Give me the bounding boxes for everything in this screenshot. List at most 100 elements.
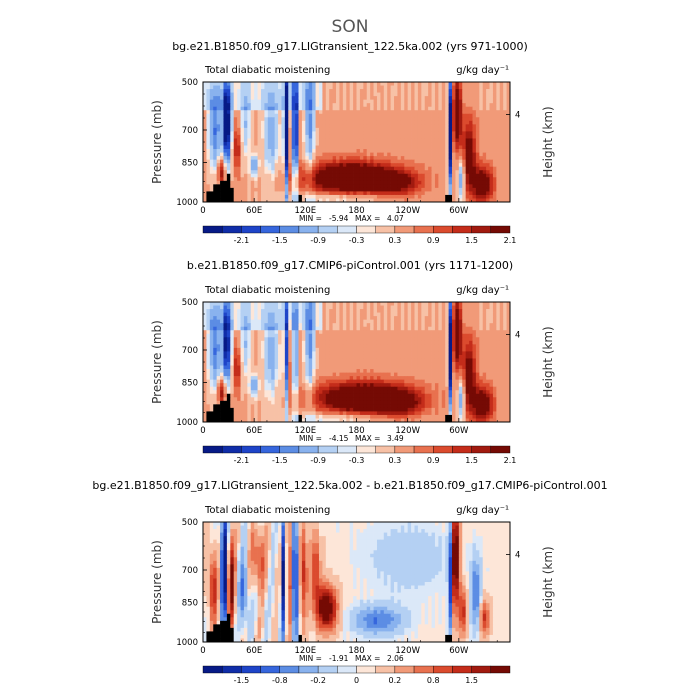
heatmap-cell — [243, 340, 248, 345]
heatmap-cell — [434, 99, 439, 104]
heatmap-cell — [499, 82, 504, 86]
heatmap-cell — [278, 180, 282, 185]
heatmap-cell — [240, 145, 245, 150]
heatmap-cell — [506, 82, 511, 86]
heatmap-cell — [452, 330, 456, 335]
heatmap-cell — [376, 365, 381, 370]
heatmap-cell — [243, 170, 248, 175]
heatmap-cell — [284, 156, 289, 160]
heatmap-cell — [312, 326, 316, 331]
heatmap-cell — [342, 302, 347, 306]
heatmap-cell — [329, 191, 333, 196]
heatmap-cell — [243, 180, 248, 185]
heatmap-cell — [445, 166, 449, 171]
heatmap-cell — [257, 333, 262, 338]
heatmap-cell — [243, 142, 248, 146]
heatmap-cell — [288, 333, 293, 338]
heatmap-cell — [274, 347, 279, 352]
heatmap-cell — [291, 184, 296, 189]
heatmap-cell — [441, 347, 446, 352]
heatmap-cell — [257, 372, 262, 377]
heatmap-cell — [475, 138, 480, 143]
heatmap-cell — [441, 194, 446, 199]
x-tick-label: 180 — [348, 206, 364, 216]
heatmap-cell — [336, 177, 340, 182]
heatmap-cell — [455, 305, 460, 310]
heatmap-cell — [332, 113, 337, 118]
heatmap-cell — [404, 340, 409, 345]
heatmap-cell — [264, 302, 269, 306]
heatmap-cell — [274, 369, 279, 373]
heatmap-cell — [452, 152, 456, 157]
heatmap-cell — [274, 365, 279, 370]
heatmap-cell — [264, 120, 269, 125]
heatmap-cell — [390, 323, 395, 328]
heatmap-cell — [284, 362, 289, 366]
heatmap-cell — [305, 187, 310, 192]
heatmap-cell — [267, 347, 272, 352]
heatmap-cell — [308, 372, 313, 377]
heatmap-cell — [404, 312, 409, 317]
heatmap-cell — [448, 156, 453, 160]
heatmap-cell — [486, 187, 490, 192]
heatmap-cell — [489, 365, 494, 370]
heatmap-cell — [482, 170, 487, 175]
heatmap-cell — [298, 103, 303, 108]
heatmap-cell — [257, 166, 262, 171]
heatmap-cell — [342, 127, 347, 132]
heatmap-cell — [247, 82, 252, 86]
heatmap-cell — [472, 347, 477, 352]
heatmap-cell — [213, 92, 217, 97]
heatmap-cell — [376, 92, 381, 97]
heatmap-cell — [226, 319, 231, 324]
heatmap-cell — [318, 85, 323, 90]
heatmap-cell — [411, 191, 415, 196]
heatmap-cell — [506, 362, 511, 366]
heatmap-cell — [339, 149, 344, 153]
heatmap-cell — [438, 103, 443, 108]
heatmap-cell — [438, 358, 443, 363]
heatmap-cell — [312, 191, 316, 196]
colorbar-label: -0.3 — [349, 236, 365, 245]
heatmap-cell — [469, 337, 473, 342]
colorbar-swatch — [471, 225, 492, 234]
heatmap-cell — [322, 362, 327, 366]
heatmap-cell — [223, 362, 228, 366]
heatmap-cell — [496, 166, 501, 171]
heatmap-cell — [213, 89, 217, 93]
heatmap-cell — [479, 173, 484, 178]
heatmap-cell — [349, 131, 354, 136]
heatmap-cell — [260, 184, 265, 189]
heatmap-cell — [366, 337, 371, 342]
heatmap-cell — [499, 173, 504, 178]
heatmap-cell — [438, 309, 443, 313]
heatmap-cell — [278, 166, 282, 171]
heatmap-cell — [250, 113, 255, 118]
heatmap-cell — [394, 323, 398, 328]
heatmap-cell — [397, 309, 402, 313]
heatmap-cell — [438, 110, 443, 115]
heatmap-cell — [383, 340, 388, 345]
heatmap-cell — [390, 326, 395, 331]
heatmap-cell — [247, 347, 252, 352]
heatmap-cell — [394, 326, 398, 331]
heatmap-cell — [247, 312, 252, 317]
heatmap-cell — [469, 113, 473, 118]
heatmap-cell — [458, 149, 463, 153]
heatmap-cell — [271, 92, 275, 97]
heatmap-cell — [496, 96, 501, 100]
heatmap-cell — [298, 312, 303, 317]
heatmap-cell — [223, 113, 228, 118]
heatmap-cell — [278, 372, 282, 377]
heatmap-cell — [387, 142, 391, 146]
heatmap-cell — [281, 340, 286, 345]
heatmap-cell — [417, 302, 422, 306]
heatmap-cell — [308, 170, 313, 175]
heatmap-cell — [452, 187, 456, 192]
heatmap-cell — [312, 344, 316, 349]
heatmap-cell — [397, 302, 402, 306]
heatmap-cell — [318, 319, 323, 324]
heatmap-cell — [387, 319, 391, 324]
heatmap-cell — [298, 99, 303, 104]
heatmap-cell — [291, 326, 296, 331]
